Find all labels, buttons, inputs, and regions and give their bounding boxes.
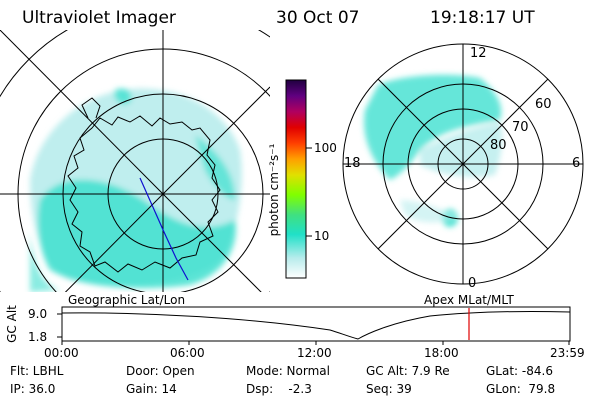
aurora-main-region (38, 179, 236, 289)
dsp-info: Dsp: -2.3 (246, 382, 312, 396)
timeline-xtick-0000: 00:00 (44, 346, 79, 360)
door-info: Door: Open (126, 364, 195, 378)
altitude-curve (61, 310, 571, 340)
colorbar-scale (285, 79, 307, 279)
time-label: 19:18:17 UT (430, 8, 535, 28)
mlat-label-60: 60 (535, 97, 552, 112)
timeline-xtick-2359: 23:59 (550, 346, 585, 360)
timeline-xtick-0600: 06:00 (170, 346, 205, 360)
gain-info: Gain: 14 (126, 382, 177, 396)
right-panel-caption: Apex MLat/MLT (424, 293, 514, 307)
geo-meridians (0, 30, 270, 292)
mlt-label-0: 0 (468, 276, 477, 291)
seq-info: Seq: 39 (366, 382, 412, 396)
geographic-map (0, 30, 270, 292)
mlt-label-18: 18 (344, 156, 361, 171)
colorbar-tick-10: 10 (314, 229, 330, 243)
mlt-label-12: 12 (470, 46, 487, 61)
ip-info: IP: 36.0 (10, 382, 56, 396)
apex-polar-plot (342, 43, 584, 285)
aurora-oval-mag (364, 74, 502, 180)
left-panel-caption: Geographic Lat/Lon (68, 293, 186, 307)
satellite-track (139, 177, 189, 281)
colorbar-tick-100: 100 (314, 141, 337, 155)
timeline-xtick-1800: 18:00 (424, 346, 459, 360)
timeline-ytick-9: 9.0 (28, 307, 48, 321)
mlt-label-6: 6 (572, 156, 581, 171)
date-label: 30 Oct 07 (276, 8, 360, 28)
continent-outline (67, 115, 221, 273)
mlat-label-80: 80 (490, 138, 507, 153)
timeline-axis-label: GC Alt (5, 305, 19, 343)
gc-alt-info: GC Alt: 7.9 Re (366, 364, 450, 378)
mlat-label-70: 70 (512, 120, 529, 135)
altitude-timeline (57, 306, 571, 345)
filter-info: Flt: LBHL (10, 364, 64, 378)
colorbar-unit-label: photon cm⁻²s⁻¹ (267, 143, 281, 237)
glat-info: GLat: -84.6 (486, 364, 553, 378)
timeline-xtick-1200: 12:00 (297, 346, 332, 360)
mlt-lines (343, 44, 583, 284)
glon-info: GLon: 79.8 (486, 382, 556, 396)
mode-info: Mode: Normal (246, 364, 330, 378)
timeline-ytick-1-8: 1.8 (28, 330, 48, 344)
instrument-title: Ultraviolet Imager (22, 8, 176, 28)
colorbar (285, 79, 312, 279)
